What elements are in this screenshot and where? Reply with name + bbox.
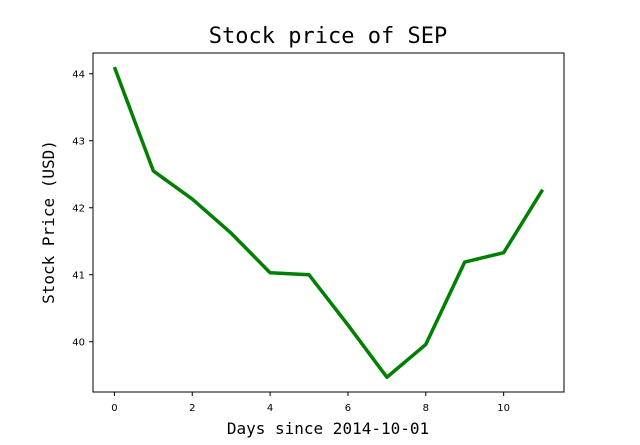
y-tick-label: 41 bbox=[72, 270, 85, 281]
y-tick-label: 43 bbox=[72, 136, 85, 147]
x-tick-label: 10 bbox=[497, 403, 510, 414]
x-tick-label: 2 bbox=[189, 403, 195, 414]
y-tick-label: 42 bbox=[72, 203, 85, 214]
y-tick-label: 44 bbox=[72, 69, 85, 80]
x-tick-label: 4 bbox=[267, 403, 273, 414]
x-tick-label: 8 bbox=[423, 403, 429, 414]
y-tick-label: 40 bbox=[72, 337, 85, 348]
x-tick-label: 6 bbox=[345, 403, 351, 414]
x-axis: 0 2 4 6 8 10 bbox=[111, 392, 510, 414]
x-tick-label: 0 bbox=[111, 403, 117, 414]
y-axis: 40 41 42 43 44 bbox=[72, 69, 93, 348]
plot-area-frame bbox=[92, 52, 565, 393]
chart-title: Stock price of SEP bbox=[209, 24, 447, 49]
x-axis-label: Days since 2014-10-01 bbox=[227, 419, 429, 438]
y-axis-label: Stock Price (USD) bbox=[39, 140, 58, 304]
series-line bbox=[112, 66, 545, 380]
